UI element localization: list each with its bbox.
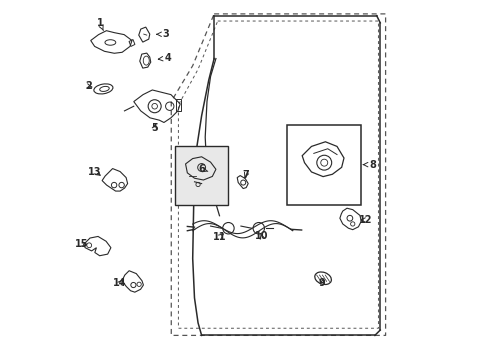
FancyBboxPatch shape [175, 146, 228, 205]
Text: 4: 4 [158, 53, 171, 63]
Bar [287, 125, 360, 205]
Text: 8: 8 [363, 159, 375, 170]
Text: 7: 7 [242, 170, 248, 180]
Text: 5: 5 [151, 123, 158, 133]
Text: 6: 6 [198, 164, 207, 174]
Text: 9: 9 [318, 278, 325, 288]
Text: 1: 1 [96, 18, 103, 31]
Text: 15: 15 [75, 239, 88, 249]
Text: 3: 3 [156, 29, 169, 39]
Text: 13: 13 [88, 167, 102, 177]
Text: 10: 10 [254, 231, 268, 242]
Text: 2: 2 [85, 81, 92, 91]
Text: 14: 14 [113, 278, 127, 288]
Text: 12: 12 [359, 215, 372, 225]
Text: 11: 11 [212, 232, 226, 242]
